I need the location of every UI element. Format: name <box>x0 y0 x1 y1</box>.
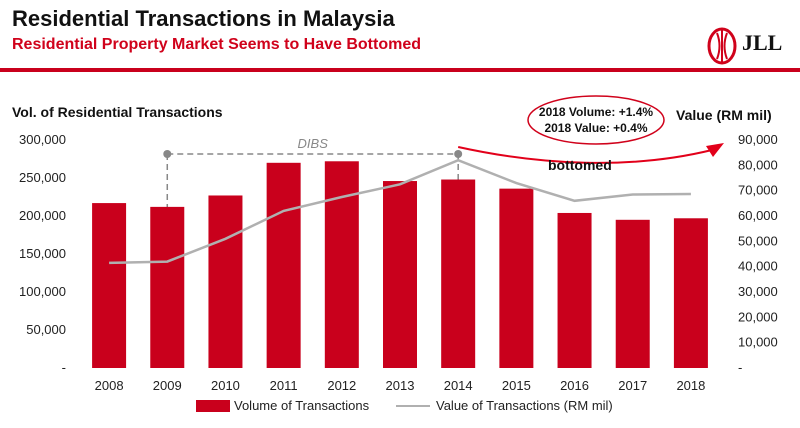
y-tick-right: - <box>738 360 742 375</box>
bottomed-arrow-head <box>706 143 724 157</box>
x-tick-label: 2012 <box>327 378 356 393</box>
dibs-label: DIBS <box>298 136 329 151</box>
x-tick-label: 2009 <box>153 378 182 393</box>
bar <box>150 206 185 368</box>
x-tick-label: 2018 <box>676 378 705 393</box>
y-axis-left-label: Vol. of Residential Transactions <box>12 104 223 120</box>
callout: 2018 Volume: +1.4% 2018 Value: +0.4% <box>526 94 666 146</box>
y-tick-left: 200,000 <box>19 208 66 223</box>
bar <box>557 212 592 368</box>
page-subtitle: Residential Property Market Seems to Hav… <box>12 36 422 53</box>
y-tick-left: - <box>62 360 66 375</box>
y-tick-right: 50,000 <box>738 233 778 248</box>
y-tick-right: 20,000 <box>738 309 778 324</box>
bar <box>324 161 359 368</box>
bar <box>441 179 476 368</box>
y-axis-right-label: Value (RM mil) <box>676 107 772 123</box>
bar <box>383 181 417 368</box>
title-divider <box>0 68 800 72</box>
bar <box>499 188 534 368</box>
bottomed-arrow-line <box>457 146 713 164</box>
page-title: Residential Transactions in Malaysia <box>12 6 395 31</box>
legend-label-value: Value of Transactions (RM mil) <box>436 398 613 413</box>
legend: Volume of Transactions Value of Transact… <box>0 398 800 420</box>
legend-label-volume: Volume of Transactions <box>234 398 370 413</box>
legend-item-value: Value of Transactions (RM mil) <box>396 398 613 413</box>
x-tick-label: 2014 <box>444 378 473 393</box>
bar <box>266 162 301 368</box>
y-tick-right: 90,000 <box>738 132 778 147</box>
legend-bar-swatch <box>196 399 230 412</box>
callout-value: 2018 Value: +0.4% <box>544 121 648 135</box>
bar <box>615 219 650 368</box>
y-tick-right: 40,000 <box>738 259 778 274</box>
callout-volume: 2018 Volume: +1.4% <box>538 105 654 119</box>
jll-logo-icon <box>707 27 737 65</box>
legend-item-volume: Volume of Transactions <box>196 398 369 413</box>
bar <box>208 195 243 368</box>
x-tick-label: 2011 <box>270 378 298 393</box>
y-tick-left: 100,000 <box>19 284 66 299</box>
y-tick-left: 150,000 <box>19 246 66 261</box>
x-tick-label: 2013 <box>386 378 415 393</box>
logo-text: JLL <box>742 30 783 55</box>
bar <box>92 203 127 368</box>
callout-ellipse <box>527 95 665 145</box>
y-tick-left: 50,000 <box>26 322 66 337</box>
x-tick-label: 2017 <box>618 378 647 393</box>
y-tick-right: 70,000 <box>738 183 778 198</box>
x-tick-label: 2010 <box>211 378 240 393</box>
x-tick-label: 2008 <box>95 378 124 393</box>
x-tick-label: 2015 <box>502 378 531 393</box>
dibs-end-marker <box>454 150 463 158</box>
bar <box>673 218 708 368</box>
y-tick-right: 60,000 <box>738 208 778 223</box>
dibs-start-marker <box>163 150 172 158</box>
y-tick-right: 80,000 <box>738 157 778 172</box>
y-tick-right: 10,000 <box>738 335 778 350</box>
y-tick-left: 250,000 <box>19 170 66 185</box>
y-tick-right: 30,000 <box>738 284 778 299</box>
y-tick-left: 300,000 <box>19 132 66 147</box>
x-tick-label: 2016 <box>560 378 589 393</box>
bottomed-label: bottomed <box>548 157 612 173</box>
legend-line-swatch <box>396 404 430 407</box>
